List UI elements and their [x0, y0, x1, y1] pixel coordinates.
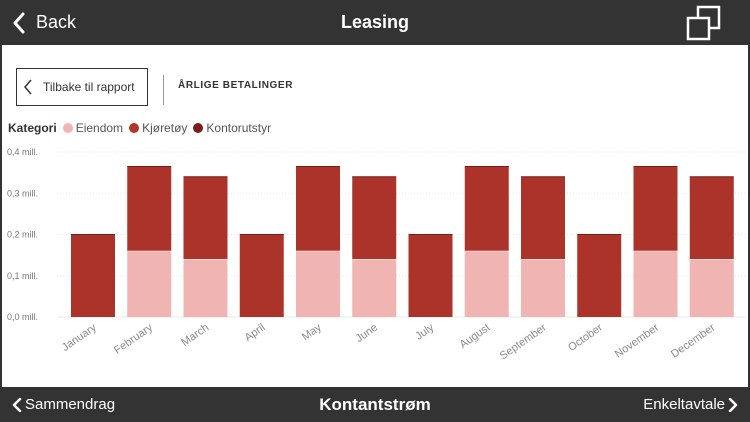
- bar-eiendom-december: [689, 259, 734, 317]
- bar-kjrety-july: [408, 234, 453, 317]
- legend-swatch-kjoretoy: [129, 123, 140, 133]
- bar-kjrety-august: [464, 166, 509, 251]
- bar-eiendom-february: [127, 251, 172, 317]
- legend-swatch-kontorutstyr: [193, 123, 204, 133]
- y-tick-label: 0,3 mill.: [7, 188, 38, 198]
- page-title: Leasing: [340, 12, 410, 32]
- section-title: ÅRLIGE BETALINGER: [178, 80, 294, 91]
- bar-kjrety-october: [577, 234, 622, 317]
- prev-page-label: Sammendrag: [25, 396, 116, 413]
- chevron-left-icon: [12, 397, 22, 412]
- x-tick-label: August: [458, 322, 493, 351]
- bar-kjrety-may: [296, 166, 340, 251]
- x-tick-label: January: [60, 321, 99, 354]
- back-label: Back: [36, 12, 77, 32]
- bottom-nav: Sammendrag Kontantstrøm Enkeltavtale: [0, 387, 750, 422]
- bar-kjrety-april: [239, 234, 284, 317]
- bar-eiendom-june: [352, 259, 397, 317]
- y-tick-label: 0,4 mill.: [7, 147, 38, 157]
- chevron-right-icon: [728, 397, 738, 412]
- x-tick-label: December: [669, 321, 718, 360]
- x-tick-label: February: [112, 321, 155, 356]
- x-tick-label: May: [300, 321, 324, 343]
- bar-eiendom-november: [633, 251, 678, 317]
- legend-item-kjoretoy[interactable]: Kjøretøy: [129, 121, 187, 135]
- bar-kjrety-june: [352, 176, 397, 260]
- legend-label-kontorutstyr: Kontorutstyr: [206, 121, 272, 135]
- legend-label-eiendom: Eiendom: [75, 121, 124, 135]
- y-tick-label: 0,0 mill.: [7, 312, 38, 322]
- bar-kjrety-january: [71, 234, 115, 317]
- back-to-report-button[interactable]: Tilbake til rapport: [16, 68, 148, 106]
- top-bar: Back Leasing: [0, 0, 750, 45]
- stacked-bar-chart: 0,0 mill. 0,1 mill. 0,2 mill. 0,3 mill. 0,4 …: [7, 147, 746, 362]
- x-tick-label: June: [354, 322, 380, 346]
- legend-item-eiendom[interactable]: Eiendom: [62, 121, 124, 135]
- prev-page-button[interactable]: Sammendrag: [12, 387, 115, 422]
- legend-swatch-eiendom: [62, 123, 73, 133]
- y-tick-label: 0,2 mill.: [7, 230, 38, 240]
- report-canvas: Tilbake til rapport ÅRLIGE BETALINGER Ka…: [2, 45, 748, 387]
- x-tick-label: October: [566, 321, 605, 353]
- bar-eiendom-september: [521, 259, 565, 317]
- bar-kjrety-november: [633, 166, 678, 251]
- back-to-report-label: Tilbake til rapport: [43, 80, 135, 94]
- bar-kjrety-december: [689, 176, 734, 260]
- divider: [163, 75, 164, 105]
- legend-title: Kategori: [8, 121, 57, 135]
- legend-label-kjoretoy: Kjøretøy: [142, 121, 188, 135]
- x-tick-label: March: [179, 322, 211, 349]
- back-button[interactable]: Back: [12, 0, 76, 45]
- bar-eiendom-may: [296, 251, 340, 317]
- x-tick-label: April: [243, 322, 268, 344]
- chevron-left-icon: [24, 79, 32, 95]
- bar-eiendom-august: [464, 251, 509, 317]
- bar-kjrety-march: [183, 176, 228, 260]
- expand-icon: [686, 5, 721, 41]
- legend-item-kontorutstyr[interactable]: Kontorutstyr: [193, 121, 271, 135]
- bar-eiendom-march: [183, 259, 228, 317]
- bar-kjrety-february: [127, 166, 172, 251]
- next-page-label: Enkeltavtale: [643, 396, 725, 413]
- x-tick-label: July: [413, 321, 436, 342]
- next-page-button[interactable]: Enkeltavtale: [643, 387, 738, 422]
- chevron-left-icon: [13, 12, 25, 33]
- chart-legend: Kategori Eiendom Kjøretøy Kontorutstyr: [8, 121, 277, 135]
- x-tick-label: September: [498, 321, 549, 362]
- x-tick-label: November: [613, 321, 662, 360]
- y-tick-label: 0,1 mill.: [7, 271, 38, 281]
- bar-kjrety-september: [521, 176, 565, 260]
- expand-button[interactable]: [686, 5, 722, 41]
